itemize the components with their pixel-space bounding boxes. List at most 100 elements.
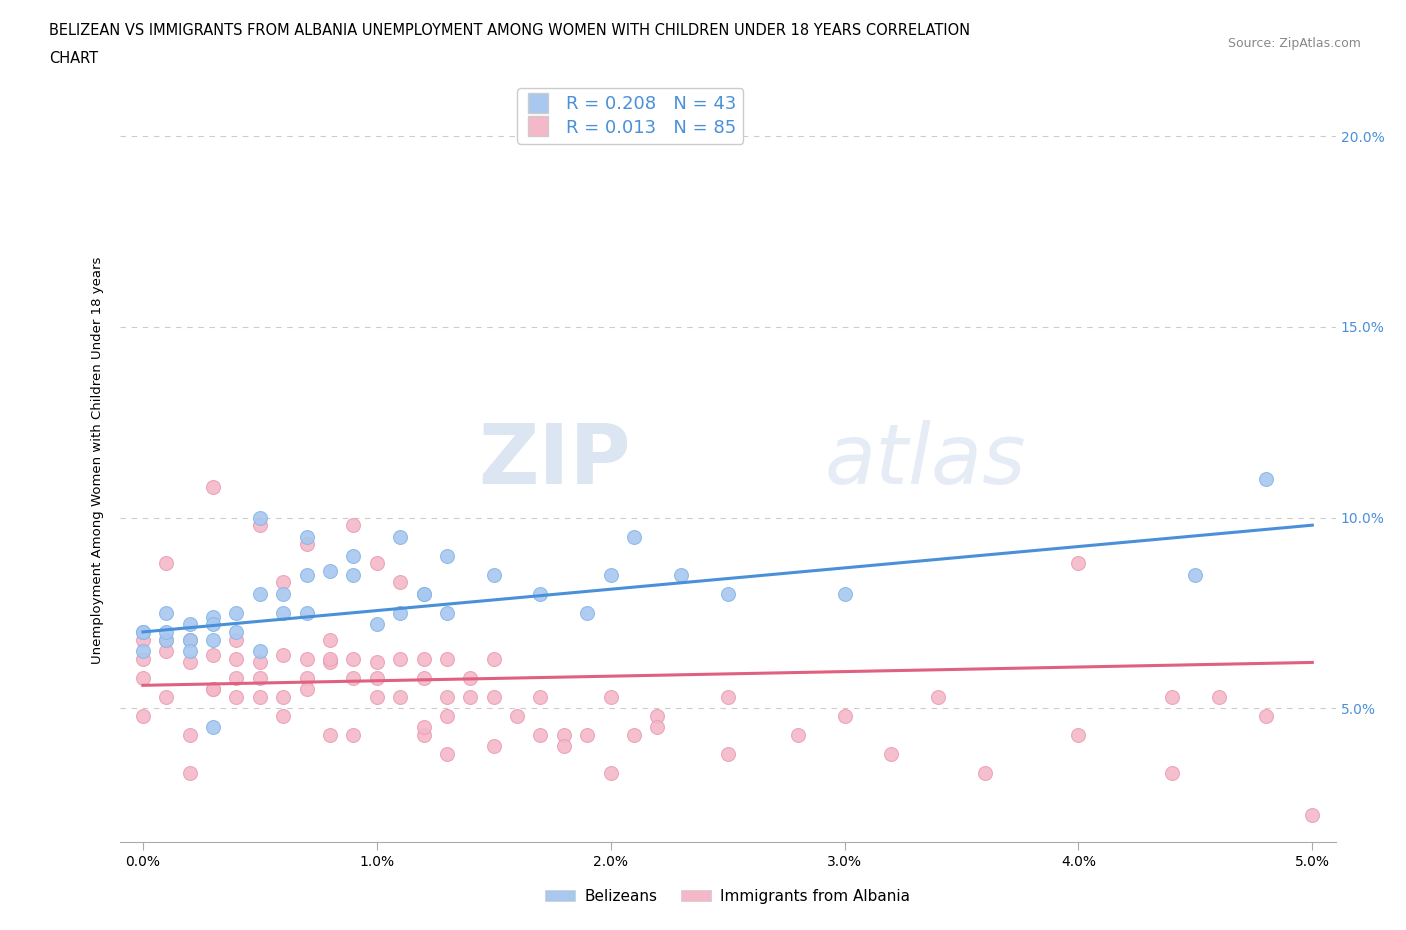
Point: [249, 518, 271, 533]
Point: [1208, 689, 1230, 704]
Point: [389, 529, 412, 544]
Point: [202, 632, 225, 647]
Text: CHART: CHART: [49, 51, 98, 66]
Point: [412, 671, 434, 685]
Point: [623, 529, 645, 544]
Point: [202, 647, 225, 662]
Point: [155, 605, 177, 620]
Point: [271, 575, 294, 590]
Point: [927, 689, 949, 704]
Point: [202, 609, 225, 624]
Point: [366, 556, 388, 571]
Point: [647, 709, 669, 724]
Point: [342, 549, 364, 564]
Point: [412, 651, 434, 666]
Point: [271, 709, 294, 724]
Point: [295, 529, 318, 544]
Point: [1254, 709, 1277, 724]
Point: [202, 480, 225, 495]
Point: [436, 605, 458, 620]
Point: [225, 625, 247, 640]
Point: [1161, 765, 1184, 780]
Point: [717, 689, 740, 704]
Point: [179, 727, 201, 742]
Point: [717, 747, 740, 762]
Point: [880, 747, 903, 762]
Point: [506, 709, 529, 724]
Point: [132, 625, 155, 640]
Point: [132, 709, 155, 724]
Point: [436, 549, 458, 564]
Point: [482, 567, 505, 582]
Point: [834, 709, 856, 724]
Point: [249, 671, 271, 685]
Text: Source: ZipAtlas.com: Source: ZipAtlas.com: [1227, 37, 1361, 50]
Point: [460, 671, 482, 685]
Point: [529, 587, 551, 602]
Point: [342, 567, 364, 582]
Point: [132, 644, 155, 658]
Point: [1301, 807, 1323, 822]
Point: [412, 587, 434, 602]
Point: [132, 671, 155, 685]
Text: ZIP: ZIP: [478, 419, 630, 501]
Point: [225, 651, 247, 666]
Point: [599, 567, 621, 582]
Point: [834, 587, 856, 602]
Point: [132, 651, 155, 666]
Point: [576, 727, 599, 742]
Point: [623, 727, 645, 742]
Point: [576, 605, 599, 620]
Point: [482, 738, 505, 753]
Point: [155, 632, 177, 647]
Point: [389, 605, 412, 620]
Point: [436, 747, 458, 762]
Point: [179, 765, 201, 780]
Point: [647, 720, 669, 735]
Legend: Belizeans, Immigrants from Albania: Belizeans, Immigrants from Albania: [538, 884, 917, 910]
Point: [155, 556, 177, 571]
Point: [225, 671, 247, 685]
Text: BELIZEAN VS IMMIGRANTS FROM ALBANIA UNEMPLOYMENT AMONG WOMEN WITH CHILDREN UNDER: BELIZEAN VS IMMIGRANTS FROM ALBANIA UNEM…: [49, 23, 970, 38]
Point: [295, 567, 318, 582]
Text: atlas: atlas: [825, 419, 1026, 501]
Point: [389, 689, 412, 704]
Point: [155, 625, 177, 640]
Point: [319, 564, 342, 578]
Point: [342, 727, 364, 742]
Point: [1067, 556, 1090, 571]
Point: [202, 682, 225, 697]
Point: [786, 727, 808, 742]
Point: [342, 671, 364, 685]
Point: [1254, 472, 1277, 487]
Point: [295, 651, 318, 666]
Point: [342, 518, 364, 533]
Point: [202, 617, 225, 631]
Point: [155, 644, 177, 658]
Point: [389, 651, 412, 666]
Point: [225, 605, 247, 620]
Y-axis label: Unemployment Among Women with Children Under 18 years: Unemployment Among Women with Children U…: [90, 257, 104, 664]
Point: [179, 632, 201, 647]
Point: [529, 689, 551, 704]
Point: [529, 727, 551, 742]
Point: [973, 765, 995, 780]
Point: [295, 605, 318, 620]
Point: [669, 567, 692, 582]
Point: [599, 689, 621, 704]
Point: [179, 655, 201, 670]
Point: [366, 617, 388, 631]
Point: [225, 632, 247, 647]
Point: [1161, 689, 1184, 704]
Point: [412, 587, 434, 602]
Point: [249, 689, 271, 704]
Point: [295, 671, 318, 685]
Point: [482, 689, 505, 704]
Point: [225, 689, 247, 704]
Point: [155, 632, 177, 647]
Point: [271, 587, 294, 602]
Point: [553, 738, 575, 753]
Point: [366, 655, 388, 670]
Point: [599, 765, 621, 780]
Point: [319, 655, 342, 670]
